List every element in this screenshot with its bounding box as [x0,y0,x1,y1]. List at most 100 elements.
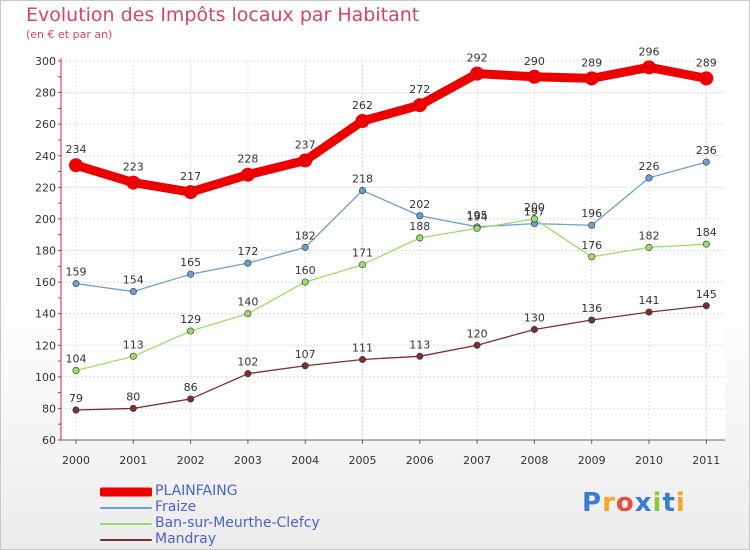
x-tick-label: 2005 [349,454,377,467]
legend-label: Ban-sur-Meurthe-Clefcy [155,515,320,531]
data-point-plainfaing [412,98,427,113]
data-label-ban-sur-meurthe-clefcy: 113 [123,338,144,351]
data-point-fraize [129,288,137,296]
data-point-fraize [244,259,252,267]
data-point-plainfaing [298,153,313,168]
data-label-ban-sur-meurthe-clefcy: 188 [409,220,430,233]
data-label-mandray: 136 [581,302,602,315]
data-label-mandray: 111 [352,341,373,354]
logo-letter: x [634,488,653,518]
data-point-mandray [530,325,538,333]
data-label-plainfaing: 292 [467,52,488,65]
x-tick-label: 2010 [635,454,663,467]
data-label-ban-sur-meurthe-clefcy: 200 [524,201,545,214]
data-label-fraize: 195 [467,209,488,222]
legend-label: Fraize [155,499,197,515]
data-label-mandray: 102 [237,356,258,369]
data-label-mandray: 130 [524,311,545,324]
y-tick-label: 100 [35,371,56,384]
data-point-fraize [358,186,366,194]
line-chart: 60 80 100 120 140 160 180 200 220 240 260 280 300 200… [35,45,725,467]
data-label-ban-sur-meurthe-clefcy: 194 [467,210,488,223]
data-label-ban-sur-meurthe-clefcy: 176 [581,239,602,252]
data-point-mandray [473,341,481,349]
y-tick-label: 120 [35,339,56,352]
y-tick-label: 80 [42,402,56,415]
data-label-fraize: 196 [581,207,602,220]
data-point-ban-sur-meurthe-clefcy [645,243,653,251]
data-label-ban-sur-meurthe-clefcy: 182 [639,229,660,242]
data-point-fraize [416,212,424,220]
data-point-fraize [301,243,309,251]
legend-label: PLAINFAING [155,483,238,499]
data-point-plainfaing [355,114,370,129]
data-label-plainfaing: 234 [66,143,87,156]
y-tick-label: 280 [35,87,56,100]
series-line-mandray [75,305,707,411]
y-tick-label: 200 [35,213,56,226]
data-label-plainfaing: 296 [639,45,660,58]
data-label-mandray: 145 [696,288,717,301]
legend-swatch [100,523,152,525]
logo-letter: P [582,488,603,518]
data-point-mandray [588,316,596,324]
x-tick-label: 2000 [62,454,90,467]
data-label-plainfaing: 262 [352,99,373,112]
data-label-fraize: 236 [696,144,717,157]
logo-letter: i [675,488,686,518]
data-point-fraize [702,158,710,166]
data-label-fraize: 159 [66,266,87,279]
data-label-fraize: 226 [639,160,660,173]
y-tick-label: 240 [35,150,56,163]
data-label-plainfaing: 272 [409,83,430,96]
data-label-mandray: 79 [69,392,83,405]
data-point-mandray [187,395,195,403]
x-tick-label: 2007 [463,454,491,467]
data-label-ban-sur-meurthe-clefcy: 140 [237,296,258,309]
data-point-mandray [72,406,80,414]
data-label-plainfaing: 290 [524,55,545,68]
series-line-ban-sur-meurthe-clefcy [75,218,707,372]
data-label-fraize: 197 [524,206,545,219]
data-point-fraize [645,174,653,182]
data-label-ban-sur-meurthe-clefcy: 184 [696,226,717,239]
data-point-plainfaing [183,185,198,200]
data-label-plainfaing: 217 [180,170,201,183]
data-point-fraize [72,280,80,288]
data-point-mandray [645,308,653,316]
logo-letter: o [615,488,635,518]
data-label-fraize: 218 [352,172,373,185]
legend-swatch [100,539,152,541]
data-point-mandray [358,355,366,363]
x-tick-label: 2002 [177,454,205,467]
data-label-fraize: 154 [123,274,144,287]
x-tick-label: 2004 [291,454,319,467]
data-label-plainfaing: 237 [295,138,316,151]
data-label-fraize: 165 [180,256,201,269]
x-tick-label: 2009 [578,454,606,467]
data-point-plainfaing [642,60,656,75]
data-point-ban-sur-meurthe-clefcy [301,278,309,286]
data-label-ban-sur-meurthe-clefcy: 160 [295,264,316,277]
series-line-plainfaing [71,62,711,197]
data-point-plainfaing [584,71,599,86]
x-tick-label: 2006 [406,454,434,467]
data-point-plainfaing [699,71,714,86]
y-tick-label: 180 [35,245,56,258]
data-point-plainfaing [69,158,83,173]
x-tick-label: 2003 [234,454,262,467]
data-point-fraize [187,270,195,278]
data-point-ban-sur-meurthe-clefcy [129,352,137,360]
data-point-mandray [129,404,137,412]
data-point-ban-sur-meurthe-clefcy [530,215,538,223]
data-label-ban-sur-meurthe-clefcy: 129 [180,313,201,326]
y-tick-label: 220 [35,181,56,194]
data-label-fraize: 182 [295,229,316,242]
data-label-mandray: 113 [409,338,430,351]
data-label-mandray: 107 [295,348,316,361]
x-tick-label: 2001 [119,454,147,467]
data-point-plainfaing [126,175,141,190]
data-point-mandray [244,370,252,378]
y-tick-label: 160 [35,276,56,289]
data-label-fraize: 172 [237,245,258,258]
